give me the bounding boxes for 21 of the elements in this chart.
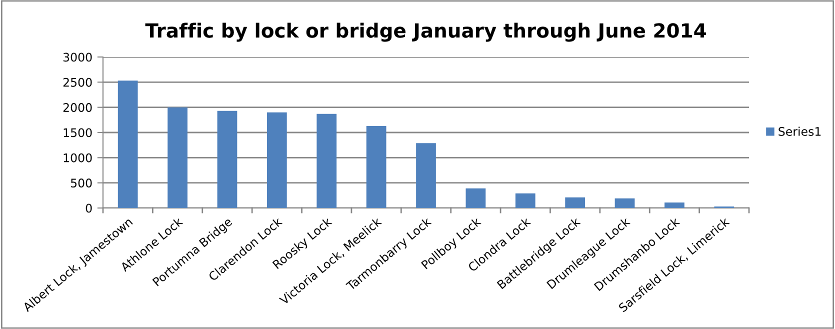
y-tick-label: 3000 bbox=[63, 52, 92, 62]
legend-label: Series1 bbox=[778, 126, 821, 136]
bar bbox=[118, 80, 138, 208]
bar bbox=[416, 143, 436, 208]
bar bbox=[515, 193, 536, 208]
chart-title: Traffic by lock or bridge January through June 2014 bbox=[145, 22, 706, 42]
y-tick-label: 0 bbox=[86, 204, 92, 213]
bar bbox=[217, 110, 238, 208]
y-tick-label: 1000 bbox=[64, 153, 92, 162]
bar bbox=[664, 202, 684, 208]
y-tick-label: 2000 bbox=[63, 103, 92, 112]
bar bbox=[266, 112, 287, 208]
bar bbox=[565, 197, 586, 208]
bar bbox=[466, 188, 486, 208]
y-tick-label: 1500 bbox=[64, 128, 92, 138]
y-tick-label: 2500 bbox=[63, 78, 92, 87]
bar bbox=[168, 107, 188, 208]
bar bbox=[316, 114, 337, 208]
bar bbox=[614, 198, 635, 208]
y-tick-label: 500 bbox=[70, 178, 92, 188]
bar bbox=[366, 126, 386, 208]
